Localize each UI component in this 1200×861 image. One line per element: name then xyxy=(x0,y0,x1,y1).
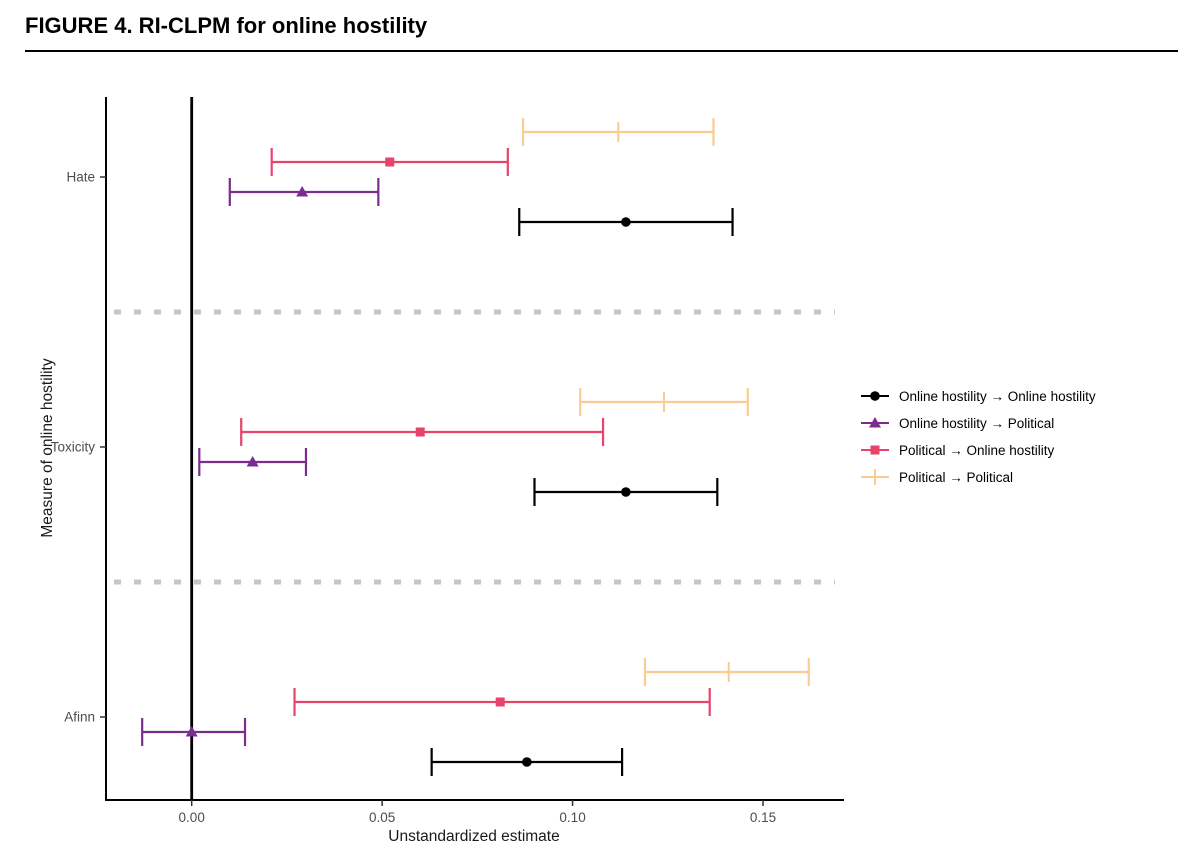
x-tick-label: 0.05 xyxy=(369,810,395,825)
circle-marker xyxy=(522,757,532,767)
triangle-marker xyxy=(185,726,198,737)
circle-marker xyxy=(621,487,631,497)
legend-item-2: Political → Online hostility xyxy=(860,440,1096,460)
errorbar-s1-hate xyxy=(228,178,380,206)
legend-label: Online hostility → Online hostility xyxy=(899,388,1096,404)
errorbar-s3-hate xyxy=(521,118,715,146)
category-label: Toxicity xyxy=(51,440,96,455)
legend-key-plus-icon xyxy=(861,469,889,485)
error-bars xyxy=(141,118,810,776)
errorbar-s1-toxicity xyxy=(198,448,308,476)
legend-label: Online hostility → Political xyxy=(899,415,1055,431)
square-marker xyxy=(385,157,395,167)
x-tick-label: 0.10 xyxy=(559,810,585,825)
triangle-marker xyxy=(296,186,309,197)
legend-circle-marker xyxy=(870,391,880,401)
category-label: Afinn xyxy=(64,710,95,725)
legend-key-circle-icon xyxy=(861,391,889,401)
y-axis-title: Measure of online hostility xyxy=(39,358,56,537)
legend-key-square-icon xyxy=(861,445,889,455)
category-label: Hate xyxy=(66,170,95,185)
legend-label: Political → Political xyxy=(899,469,1014,485)
legend-item-1: Online hostility → Political xyxy=(860,413,1096,433)
legend-label: Political → Online hostility xyxy=(899,442,1055,458)
legend-key-triangle-icon xyxy=(861,417,889,428)
x-axis-title: Unstandardized estimate xyxy=(388,828,559,845)
x-tick-label: 0.00 xyxy=(179,810,205,825)
errorbar-s2-toxicity xyxy=(240,418,605,446)
figure-title: FIGURE 4. RI-CLPM for online hostility xyxy=(25,13,428,38)
legend-item-3: Political → Political xyxy=(860,467,1096,487)
errorbar-s1-afinn xyxy=(141,718,247,746)
circle-marker xyxy=(621,217,631,227)
title-underline xyxy=(25,50,1178,52)
legend-square-marker xyxy=(870,445,880,455)
legend-triangle-marker xyxy=(869,417,881,428)
x-axis-ticks: 0.00 0.05 0.10 0.15 xyxy=(179,800,776,825)
errorbar-s0-hate xyxy=(518,208,734,236)
errorbar-s3-toxicity xyxy=(579,388,749,416)
errorbar-s2-afinn xyxy=(293,688,711,716)
errorbar-s0-toxicity xyxy=(533,478,719,506)
category-separators xyxy=(114,309,835,585)
errorbar-s3-afinn xyxy=(643,658,810,686)
square-marker xyxy=(415,427,425,437)
x-tick-label: 0.15 xyxy=(750,810,776,825)
legend-item-0: Online hostility → Online hostility xyxy=(860,386,1096,406)
square-marker xyxy=(495,697,505,707)
triangle-marker xyxy=(246,456,259,467)
y-axis-ticks: Hate Toxicity Afinn xyxy=(51,170,106,725)
legend: Online hostility → Online hostility Onlin… xyxy=(860,386,1096,487)
errorbar-s0-afinn xyxy=(430,748,624,776)
errorbar-s2-hate xyxy=(270,148,509,176)
